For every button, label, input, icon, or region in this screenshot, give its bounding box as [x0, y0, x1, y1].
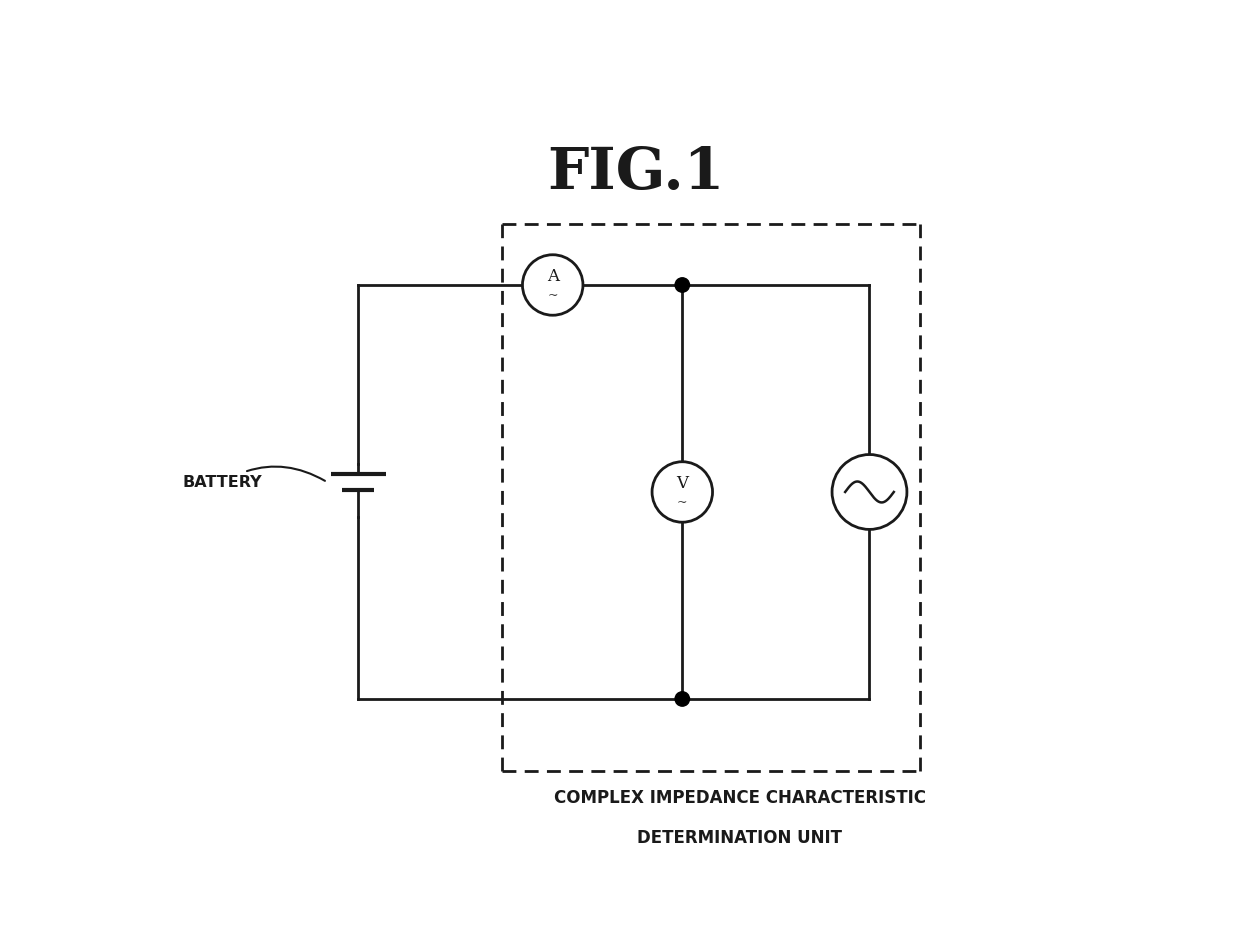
- Circle shape: [652, 462, 713, 523]
- Text: BATTERY: BATTERY: [184, 467, 325, 490]
- Text: V: V: [676, 475, 688, 492]
- Text: ~: ~: [677, 496, 687, 510]
- Text: DETERMINATION UNIT: DETERMINATION UNIT: [637, 828, 842, 846]
- Circle shape: [832, 454, 906, 529]
- Text: COMPLEX IMPEDANCE CHARACTERISTIC: COMPLEX IMPEDANCE CHARACTERISTIC: [554, 789, 926, 807]
- Text: A: A: [547, 267, 559, 285]
- Text: ~: ~: [547, 289, 558, 302]
- Circle shape: [522, 254, 583, 315]
- Text: FIG.1: FIG.1: [547, 145, 724, 201]
- Circle shape: [675, 692, 689, 706]
- Circle shape: [675, 278, 689, 292]
